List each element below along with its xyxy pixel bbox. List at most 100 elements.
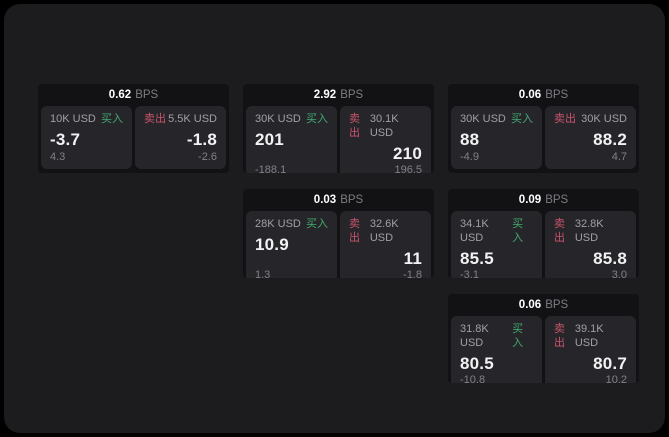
sell-button[interactable]: 卖出 xyxy=(349,218,360,244)
buy-amount: 10K USD xyxy=(50,113,96,125)
sell-panel[interactable]: 卖出 32.8K USD 85.8 3.0 xyxy=(545,211,636,278)
buy-button[interactable]: 买入 xyxy=(511,113,533,125)
buy-delta: 1.3 xyxy=(255,269,271,278)
sell-delta: 196.5 xyxy=(394,164,422,173)
sell-panel[interactable]: 卖出 5.5K USD -1.8 -2.6 xyxy=(135,106,226,169)
card-body: 31.8K USD 买入 80.5 -10.8 卖出 39.1K USD 80.… xyxy=(448,316,639,383)
bps-value: 0.06 xyxy=(518,89,542,101)
buy-button[interactable]: 买入 xyxy=(306,218,328,230)
buy-panel-top: 30K USD 买入 xyxy=(255,112,328,126)
sell-button[interactable]: 卖出 xyxy=(144,113,166,125)
sell-panel-top: 卖出 32.8K USD xyxy=(554,217,627,245)
app-surface: 0.62 BPS 10K USD 买入 -3.7 4.3 卖出 5.5K USD… xyxy=(4,4,665,433)
sell-panel[interactable]: 卖出 30K USD 88.2 4.7 xyxy=(545,106,636,169)
sell-amount: 30.1K USD xyxy=(369,113,399,139)
bps-value: 0.06 xyxy=(518,299,542,311)
buy-panel[interactable]: 30K USD 买入 88 -4.9 xyxy=(451,106,542,169)
sell-delta: 10.2 xyxy=(605,374,627,383)
buy-panel[interactable]: 31.8K USD 买入 80.5 -10.8 xyxy=(451,316,542,383)
sell-delta: -1.8 xyxy=(403,269,422,278)
buy-panel-top: 10K USD 买入 xyxy=(50,112,123,126)
card-body: 34.1K USD 买入 85.5 -3.1 卖出 32.8K USD 85.8… xyxy=(448,211,639,278)
buy-amount: 31.8K USD xyxy=(460,323,489,349)
sell-price: 88.2 xyxy=(593,130,627,149)
buy-panel-top: 30K USD 买入 xyxy=(460,112,533,126)
sell-price: -1.8 xyxy=(186,130,217,149)
sell-amount: 32.6K USD xyxy=(369,218,399,244)
buy-button[interactable]: 买入 xyxy=(512,323,524,349)
sell-panel-top: 卖出 32.6K USD xyxy=(349,217,422,245)
buy-panel[interactable]: 10K USD 买入 -3.7 4.3 xyxy=(41,106,132,169)
buy-panel[interactable]: 34.1K USD 买入 85.5 -3.1 xyxy=(451,211,542,278)
bps-unit-label: BPS xyxy=(340,89,364,101)
buy-button[interactable]: 买入 xyxy=(101,113,123,125)
buy-price: 201 xyxy=(255,130,284,149)
sell-button[interactable]: 卖出 xyxy=(554,323,565,349)
sell-panel[interactable]: 卖出 32.6K USD 11 -1.8 xyxy=(340,211,431,278)
buy-delta: 4.3 xyxy=(50,151,66,163)
card-body: 28K USD 买入 10.9 1.3 卖出 32.6K USD 11 -1.8 xyxy=(243,211,434,278)
buy-delta: -3.1 xyxy=(460,269,479,278)
card-header: 0.09 BPS xyxy=(448,189,639,211)
buy-price: -3.7 xyxy=(50,130,81,149)
sell-panel-top: 卖出 30.1K USD xyxy=(349,112,422,140)
bps-value: 0.09 xyxy=(518,194,542,206)
card-header: 0.06 BPS xyxy=(448,294,639,316)
quote-card: 0.06 BPS 30K USD 买入 88 -4.9 卖出 30K USD 8… xyxy=(448,84,639,173)
card-body: 30K USD 买入 88 -4.9 卖出 30K USD 88.2 4.7 xyxy=(448,106,639,173)
sell-delta: 4.7 xyxy=(611,151,627,163)
quote-card: 0.06 BPS 31.8K USD 买入 80.5 -10.8 卖出 39.1… xyxy=(448,294,639,383)
buy-button[interactable]: 买入 xyxy=(512,218,524,244)
bps-unit-label: BPS xyxy=(545,299,569,311)
sell-price: 210 xyxy=(393,144,422,163)
buy-panel[interactable]: 28K USD 买入 10.9 1.3 xyxy=(246,211,337,278)
bps-unit-label: BPS xyxy=(135,89,159,101)
buy-panel[interactable]: 30K USD 买入 201 -188.1 xyxy=(246,106,337,173)
card-header: 0.06 BPS xyxy=(448,84,639,106)
buy-amount: 34.1K USD xyxy=(460,218,489,244)
bps-value: 2.92 xyxy=(313,89,337,101)
sell-panel-top: 卖出 30K USD xyxy=(554,112,627,126)
buy-button[interactable]: 买入 xyxy=(306,113,328,125)
card-header: 0.03 BPS xyxy=(243,189,434,211)
buy-panel-top: 34.1K USD 买入 xyxy=(460,217,533,245)
sell-price: 80.7 xyxy=(593,354,627,373)
sell-amount: 32.8K USD xyxy=(574,218,604,244)
sell-panel-top: 卖出 5.5K USD xyxy=(144,112,217,126)
bps-value: 0.03 xyxy=(313,194,337,206)
sell-amount: 30K USD xyxy=(581,113,627,125)
quote-card: 2.92 BPS 30K USD 买入 201 -188.1 卖出 30.1K … xyxy=(243,84,434,173)
sell-button[interactable]: 卖出 xyxy=(554,113,576,125)
buy-price: 88 xyxy=(460,130,480,149)
sell-panel-top: 卖出 39.1K USD xyxy=(554,322,627,350)
card-body: 10K USD 买入 -3.7 4.3 卖出 5.5K USD -1.8 -2.… xyxy=(38,106,229,173)
sell-delta: 3.0 xyxy=(611,269,627,278)
buy-delta: -4.9 xyxy=(460,151,479,163)
bps-unit-label: BPS xyxy=(545,89,569,101)
sell-amount: 5.5K USD xyxy=(168,113,217,125)
sell-amount: 39.1K USD xyxy=(574,323,604,349)
sell-price: 11 xyxy=(403,249,422,268)
quote-card: 0.62 BPS 10K USD 买入 -3.7 4.3 卖出 5.5K USD… xyxy=(38,84,229,173)
buy-amount: 28K USD xyxy=(255,218,301,230)
card-header: 0.62 BPS xyxy=(38,84,229,106)
sell-panel[interactable]: 卖出 30.1K USD 210 196.5 xyxy=(340,106,431,173)
sell-price: 85.8 xyxy=(593,249,627,268)
buy-delta: -188.1 xyxy=(255,164,287,173)
quote-card: 0.03 BPS 28K USD 买入 10.9 1.3 卖出 32.6K US… xyxy=(243,189,434,278)
buy-price: 10.9 xyxy=(255,235,289,254)
card-header: 2.92 BPS xyxy=(243,84,434,106)
sell-button[interactable]: 卖出 xyxy=(349,113,360,139)
bps-unit-label: BPS xyxy=(545,194,569,206)
card-body: 30K USD 买入 201 -188.1 卖出 30.1K USD 210 1… xyxy=(243,106,434,173)
sell-panel[interactable]: 卖出 39.1K USD 80.7 10.2 xyxy=(545,316,636,383)
buy-price: 85.5 xyxy=(460,249,494,268)
sell-delta: -2.6 xyxy=(198,151,217,163)
bps-value: 0.62 xyxy=(108,89,132,101)
buy-amount: 30K USD xyxy=(255,113,301,125)
bps-unit-label: BPS xyxy=(340,194,364,206)
quote-card: 0.09 BPS 34.1K USD 买入 85.5 -3.1 卖出 32.8K… xyxy=(448,189,639,278)
sell-button[interactable]: 卖出 xyxy=(554,218,565,244)
buy-panel-top: 31.8K USD 买入 xyxy=(460,322,533,350)
buy-delta: -10.8 xyxy=(460,374,486,383)
